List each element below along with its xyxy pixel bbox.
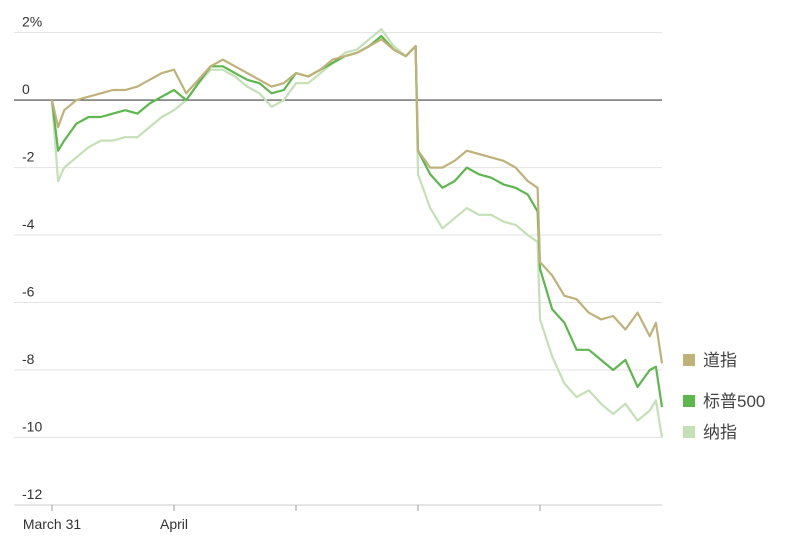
line-series (50, 34, 664, 408)
y-tick-label: -10 (22, 419, 42, 435)
legend-label: 道指 (703, 351, 737, 370)
y-tick-label: -8 (22, 351, 35, 367)
y-tick-label: -2 (22, 149, 35, 165)
legend-swatch (683, 426, 695, 438)
legend-swatch (683, 354, 695, 366)
line-series (50, 28, 664, 438)
y-tick-label: -12 (22, 486, 42, 502)
x-tick-label: April (160, 516, 188, 532)
line-series (50, 38, 664, 364)
legend-label: 标普500 (703, 392, 765, 411)
legend-label: 纳指 (703, 423, 737, 442)
y-tick-label: 0 (22, 81, 30, 97)
y-tick-label: 2% (22, 14, 42, 30)
legend-swatch (683, 395, 695, 407)
y-tick-label: -4 (22, 216, 35, 232)
y-tick-label: -6 (22, 284, 35, 300)
x-tick-label: March 31 (23, 516, 82, 532)
